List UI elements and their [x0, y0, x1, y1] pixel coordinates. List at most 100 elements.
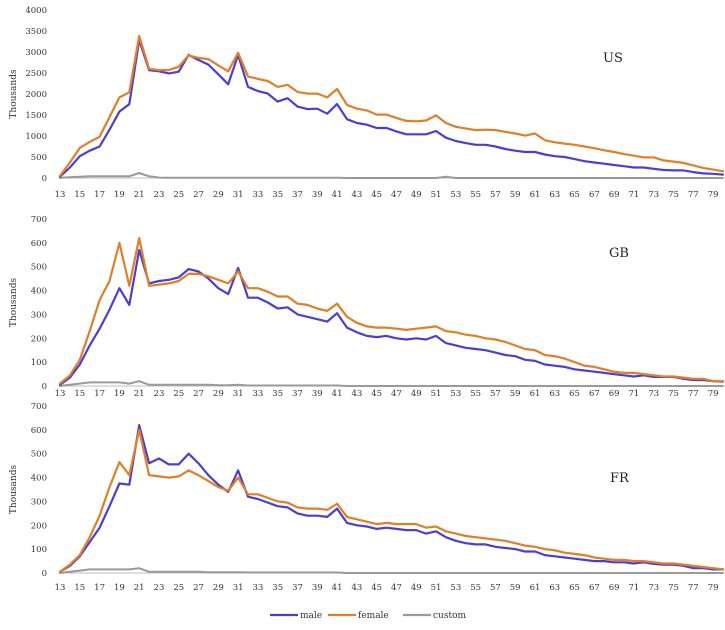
x-tick-label: 27	[193, 389, 204, 399]
x-tick-label: 51	[431, 583, 442, 593]
x-tick-label: 45	[371, 583, 382, 593]
x-tick-label: 35	[272, 190, 283, 200]
x-tick-label: 19	[114, 190, 125, 200]
y-tick-label: 500	[31, 153, 47, 163]
x-tick-label: 77	[688, 389, 699, 399]
x-tick-label: 59	[510, 583, 521, 593]
x-tick-label: 63	[549, 190, 560, 200]
x-tick-label: 37	[292, 583, 303, 593]
x-tick-label: 53	[450, 190, 461, 200]
series-line-male	[58, 248, 725, 386]
x-tick-label: 49	[411, 389, 422, 399]
panel-label: FR	[610, 471, 630, 486]
y-tick-label: 1500	[25, 111, 47, 121]
series-line-female	[58, 428, 725, 573]
y-axis-label: Thousands	[9, 69, 19, 119]
x-tick-label: 37	[292, 389, 303, 399]
x-tick-label: 23	[154, 190, 165, 200]
x-tick-label: 41	[332, 389, 343, 399]
x-tick-label: 43	[351, 583, 362, 593]
x-tick-label: 21	[134, 583, 145, 593]
x-tick-label: 35	[272, 389, 283, 399]
x-tick-label: 57	[490, 583, 501, 593]
x-tick-label: 33	[252, 583, 263, 593]
x-tick-label: 79	[708, 389, 719, 399]
panel-1: 0 100 200 300 400 500 600 700 Thousands 13 15 17 19 2…	[9, 215, 725, 399]
x-tick-label: 25	[173, 190, 184, 200]
y-tick-label: 0	[42, 569, 47, 579]
x-tick-label: 65	[569, 389, 580, 399]
x-tick-label: 49	[411, 583, 422, 593]
y-tick-label: 600	[31, 426, 47, 436]
x-tick-label: 61	[530, 389, 541, 399]
y-tick-label: 300	[31, 310, 47, 320]
x-tick-label: 69	[609, 190, 620, 200]
y-tick-label: 500	[31, 450, 47, 460]
panel-label: GB	[609, 246, 629, 261]
x-tick-label: 13	[55, 190, 66, 200]
x-tick-label: 55	[470, 389, 481, 399]
x-tick-label: 67	[589, 190, 600, 200]
x-tick-label: 31	[233, 389, 244, 399]
x-tick-label: 53	[450, 583, 461, 593]
y-tick-label: 0	[42, 174, 47, 184]
x-tick-label: 33	[252, 389, 263, 399]
x-tick-label: 17	[94, 190, 105, 200]
x-tick-label: 55	[470, 190, 481, 200]
x-tick-label: 73	[648, 389, 659, 399]
y-tick-label: 200	[31, 334, 47, 344]
x-tick-label: 27	[193, 583, 204, 593]
panel-label: US	[603, 51, 623, 66]
x-tick-label: 41	[332, 583, 343, 593]
y-tick-label: 300	[31, 497, 47, 507]
x-tick-label: 49	[411, 190, 422, 200]
x-tick-label: 67	[589, 389, 600, 399]
y-tick-label: 100	[31, 358, 47, 368]
y-tick-label: 200	[31, 521, 47, 531]
y-tick-label: 2500	[25, 69, 47, 79]
x-tick-label: 43	[351, 190, 362, 200]
x-tick-label: 17	[94, 583, 105, 593]
x-tick-label: 61	[530, 190, 541, 200]
x-tick-label: 13	[55, 583, 66, 593]
x-tick-label: 13	[55, 389, 66, 399]
x-tick-label: 47	[391, 389, 402, 399]
legend-label-male: male	[300, 611, 322, 621]
x-tick-label: 37	[292, 190, 303, 200]
y-tick-label: 700	[31, 215, 47, 225]
x-tick-label: 45	[371, 389, 382, 399]
x-tick-label: 29	[213, 583, 224, 593]
x-tick-label: 19	[114, 389, 125, 399]
x-tick-label: 25	[173, 389, 184, 399]
y-tick-label: 400	[31, 287, 47, 297]
x-tick-label: 45	[371, 190, 382, 200]
x-tick-label: 19	[114, 583, 125, 593]
x-tick-label: 35	[272, 583, 283, 593]
y-tick-label: 3000	[25, 48, 47, 58]
series-line-female	[58, 34, 725, 177]
x-tick-label: 15	[74, 389, 85, 399]
x-tick-label: 39	[312, 389, 323, 399]
x-tick-label: 51	[431, 190, 442, 200]
x-tick-label: 47	[391, 583, 402, 593]
x-tick-label: 77	[688, 583, 699, 593]
y-tick-label: 4000	[25, 6, 47, 16]
x-tick-label: 27	[193, 190, 204, 200]
x-tick-label: 65	[569, 190, 580, 200]
y-tick-label: 1000	[25, 132, 47, 142]
x-tick-label: 17	[94, 389, 105, 399]
x-tick-label: 65	[569, 583, 580, 593]
x-tick-label: 71	[629, 583, 640, 593]
series-line-female	[58, 237, 725, 385]
series-line-custom	[59, 567, 724, 574]
x-tick-label: 63	[549, 389, 560, 399]
series-line-custom	[59, 380, 724, 387]
x-tick-label: 33	[252, 190, 263, 200]
x-tick-label: 67	[589, 583, 600, 593]
x-tick-label: 31	[233, 583, 244, 593]
x-tick-label: 21	[134, 190, 145, 200]
x-tick-label: 41	[332, 190, 343, 200]
x-tick-label: 15	[74, 583, 85, 593]
